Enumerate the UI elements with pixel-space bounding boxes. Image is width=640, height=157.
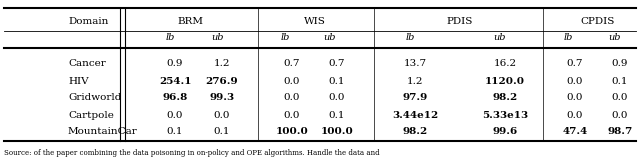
- Text: lb: lb: [405, 32, 415, 41]
- Text: 0.7: 0.7: [567, 60, 583, 68]
- Text: 0.1: 0.1: [214, 127, 230, 136]
- Text: 47.4: 47.4: [563, 127, 588, 136]
- Text: 0.0: 0.0: [284, 111, 300, 119]
- Text: 13.7: 13.7: [403, 60, 427, 68]
- Text: 0.1: 0.1: [612, 76, 628, 86]
- Text: MountainCar: MountainCar: [68, 127, 138, 136]
- Text: 0.7: 0.7: [284, 60, 300, 68]
- Text: 276.9: 276.9: [205, 76, 238, 86]
- Text: 99.3: 99.3: [209, 94, 235, 103]
- Text: 3.44e12: 3.44e12: [392, 111, 438, 119]
- Text: 0.0: 0.0: [567, 94, 583, 103]
- Text: 0.9: 0.9: [167, 60, 183, 68]
- Text: 100.0: 100.0: [321, 127, 353, 136]
- Text: ub: ub: [493, 32, 506, 41]
- Text: Domain: Domain: [68, 17, 108, 27]
- Text: 0.1: 0.1: [167, 127, 183, 136]
- Text: 96.8: 96.8: [163, 94, 188, 103]
- Text: PDIS: PDIS: [447, 17, 473, 27]
- Text: 99.6: 99.6: [492, 127, 518, 136]
- Text: 98.2: 98.2: [403, 127, 428, 136]
- Text: HIV: HIV: [68, 76, 88, 86]
- Text: 0.0: 0.0: [329, 94, 345, 103]
- Text: 0.1: 0.1: [329, 76, 345, 86]
- Text: 1120.0: 1120.0: [485, 76, 525, 86]
- Text: 0.7: 0.7: [329, 60, 345, 68]
- Text: 1.2: 1.2: [214, 60, 230, 68]
- Text: 16.2: 16.2: [493, 60, 516, 68]
- Text: 0.0: 0.0: [567, 111, 583, 119]
- Text: Cancer: Cancer: [68, 60, 106, 68]
- Text: Gridworld: Gridworld: [68, 94, 122, 103]
- Text: 0.0: 0.0: [567, 76, 583, 86]
- Text: 0.1: 0.1: [329, 111, 345, 119]
- Text: 0.9: 0.9: [612, 60, 628, 68]
- Text: WIS: WIS: [304, 17, 326, 27]
- Text: 98.2: 98.2: [492, 94, 518, 103]
- Text: ub: ub: [609, 32, 621, 41]
- Text: 0.0: 0.0: [284, 94, 300, 103]
- Text: 0.0: 0.0: [612, 111, 628, 119]
- Text: lb: lb: [165, 32, 175, 41]
- Text: Source: of the paper combining the data poisoning in on-policy and OPE algorithm: Source: of the paper combining the data …: [4, 149, 380, 157]
- Text: lb: lb: [563, 32, 573, 41]
- Text: 0.0: 0.0: [214, 111, 230, 119]
- Text: 0.0: 0.0: [167, 111, 183, 119]
- Text: 98.7: 98.7: [607, 127, 632, 136]
- Text: 1.2: 1.2: [407, 76, 423, 86]
- Text: 0.0: 0.0: [612, 94, 628, 103]
- Text: 254.1: 254.1: [159, 76, 191, 86]
- Text: CPDIS: CPDIS: [581, 17, 615, 27]
- Text: 5.33e13: 5.33e13: [482, 111, 528, 119]
- Text: Cartpole: Cartpole: [68, 111, 114, 119]
- Text: 0.0: 0.0: [284, 76, 300, 86]
- Text: 97.9: 97.9: [403, 94, 428, 103]
- Text: 100.0: 100.0: [276, 127, 308, 136]
- Text: ub: ub: [324, 32, 336, 41]
- Text: ub: ub: [212, 32, 224, 41]
- Text: lb: lb: [280, 32, 290, 41]
- Text: BRM: BRM: [177, 17, 203, 27]
